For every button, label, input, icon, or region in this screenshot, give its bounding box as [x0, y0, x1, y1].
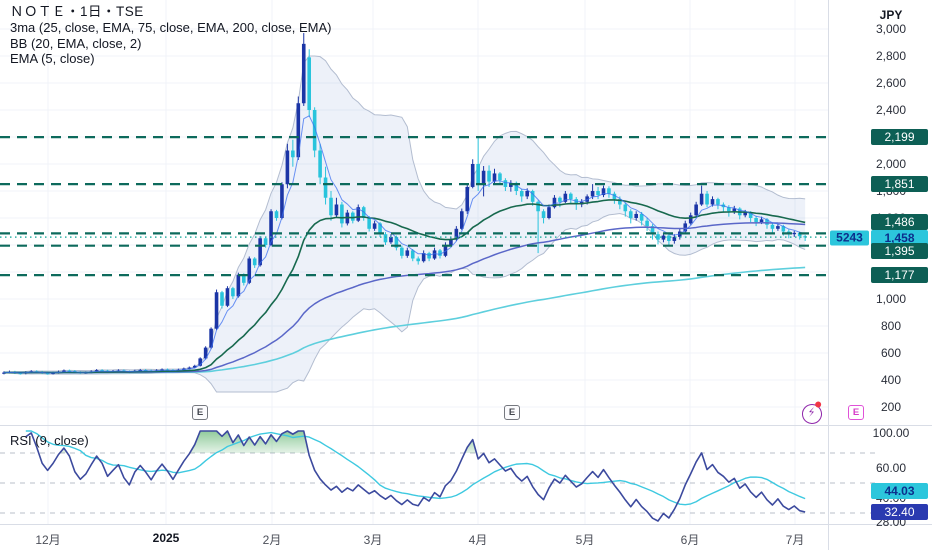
indicator-legend-ema[interactable]: EMA (5, close) [10, 51, 95, 66]
indicator-legend-bb[interactable]: BB (20, EMA, close, 2) [10, 35, 142, 51]
indicator-legend-rsi[interactable]: RSI (9, close) [10, 433, 89, 448]
indicator-legend-3ma[interactable]: 3ma (25, close, EMA, 75, close, EMA, 200… [10, 20, 332, 35]
earnings-axis-icon[interactable]: E [848, 405, 864, 420]
chart-legend: ＮＯＴＥ・1日・TSE 3ma (25, close, EMA, 75, clo… [10, 4, 332, 67]
earnings-marker-icon[interactable]: E [192, 405, 208, 420]
symbol-title[interactable]: ＮＯＴＥ・1日・TSE [10, 4, 144, 19]
price-axis[interactable] [830, 0, 932, 524]
earnings-marker-icon[interactable]: E [504, 405, 520, 420]
time-axis[interactable] [0, 525, 932, 550]
